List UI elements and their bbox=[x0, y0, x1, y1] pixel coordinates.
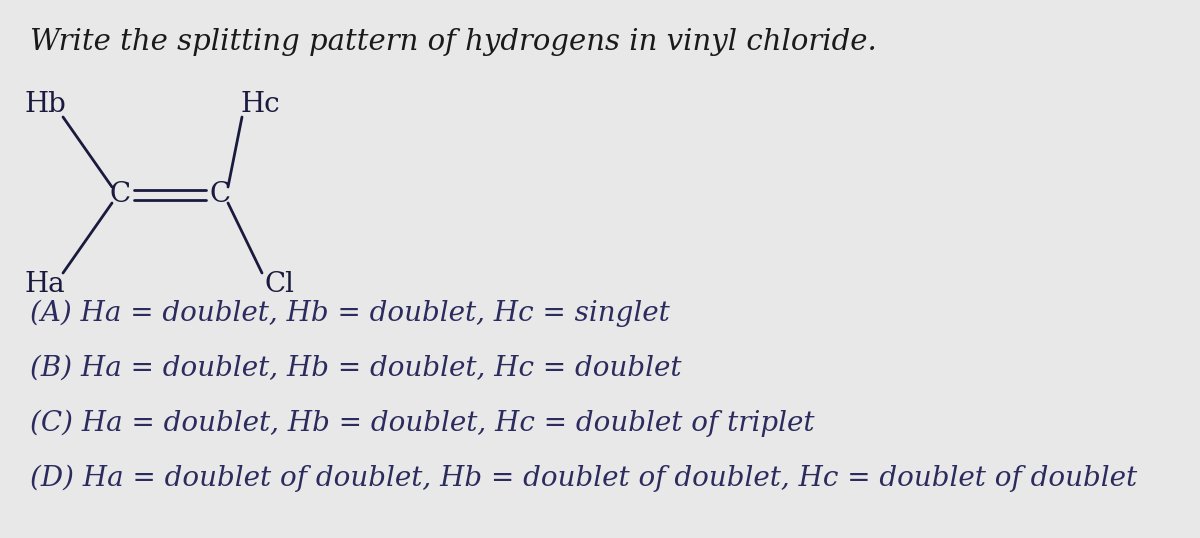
Text: Write the splitting pattern of hydrogens in vinyl chloride.: Write the splitting pattern of hydrogens… bbox=[30, 28, 877, 56]
Text: C: C bbox=[210, 181, 230, 209]
Text: Cl: Cl bbox=[265, 272, 295, 299]
Text: (D) Ha = doublet of doublet, Hb = doublet of doublet, Hc = doublet of doublet: (D) Ha = doublet of doublet, Hb = double… bbox=[30, 465, 1138, 492]
Text: C: C bbox=[109, 181, 131, 209]
Text: (A) Ha = doublet, Hb = doublet, Hc = singlet: (A) Ha = doublet, Hb = doublet, Hc = sin… bbox=[30, 300, 670, 327]
Text: (B) Ha = doublet, Hb = doublet, Hc = doublet: (B) Ha = doublet, Hb = doublet, Hc = dou… bbox=[30, 355, 682, 382]
Text: Ha: Ha bbox=[25, 272, 65, 299]
Text: Hc: Hc bbox=[240, 91, 280, 118]
Text: Hb: Hb bbox=[24, 91, 66, 118]
Text: (C) Ha = doublet, Hb = doublet, Hc = doublet of triplet: (C) Ha = doublet, Hb = doublet, Hc = dou… bbox=[30, 410, 815, 437]
